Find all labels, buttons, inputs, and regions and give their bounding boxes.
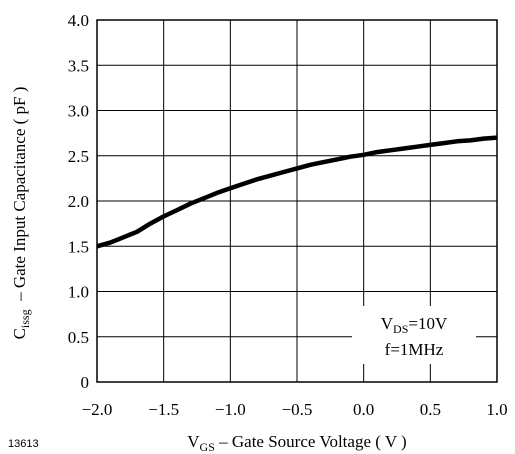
plot-frame: [96, 19, 498, 383]
annotation-vds-rest: =10V: [408, 314, 448, 333]
figure-id: 13613: [8, 438, 39, 450]
x-tick-label: −0.5: [282, 400, 313, 419]
x-tick-label: 0.0: [353, 400, 374, 419]
x-tick-label: 1.0: [486, 400, 507, 419]
x-tick-labels: −2.0 −1.5 −1.0 −0.5 0.0 0.5 1.0: [82, 400, 508, 419]
x-tick-label: 0.5: [420, 400, 441, 419]
y-tick-label: 0: [81, 373, 90, 392]
x-axis-label-rest: – Gate Source Voltage ( V ): [215, 432, 407, 451]
y-tick-label: 2.5: [68, 147, 89, 166]
x-tick-label: −1.0: [215, 400, 246, 419]
y-axis-label-main: C: [10, 328, 29, 339]
y-tick-label: 1.0: [68, 283, 89, 302]
x-axis-label-sub: GS: [200, 440, 215, 454]
x-tick-label: −1.5: [148, 400, 179, 419]
y-axis-label-sub: issg: [18, 309, 32, 328]
annotation-vds: VDS=10V: [381, 314, 448, 336]
x-axis-label-main: V: [187, 432, 200, 451]
series-line-0: [96, 135, 498, 249]
grid: [96, 19, 498, 383]
x-tick-label: −2.0: [82, 400, 113, 419]
annotation-vds-sub: DS: [393, 322, 408, 336]
series: [96, 135, 498, 249]
annotation-box: [352, 306, 476, 364]
y-tick-label: 1.5: [68, 237, 89, 256]
annotation-frequency: f=1MHz: [385, 340, 444, 359]
y-tick-label: 0.5: [68, 328, 89, 347]
annotation-vds-main: V: [381, 314, 394, 333]
y-tick-label: 3.5: [68, 56, 89, 75]
y-axis-label: Cissg – Gate Input Capacitance ( pF ): [10, 87, 32, 340]
x-axis-label: VGS – Gate Source Voltage ( V ): [187, 432, 406, 454]
y-tick-label: 2.0: [68, 192, 89, 211]
y-axis-label-rest: – Gate Input Capacitance ( pF ): [10, 87, 29, 310]
y-tick-label: 4.0: [68, 11, 89, 30]
y-tick-label: 3.0: [68, 102, 89, 121]
y-tick-labels: 0 0.5 1.0 1.5 2.0 2.5 3.0 3.5 4.0: [68, 11, 89, 392]
